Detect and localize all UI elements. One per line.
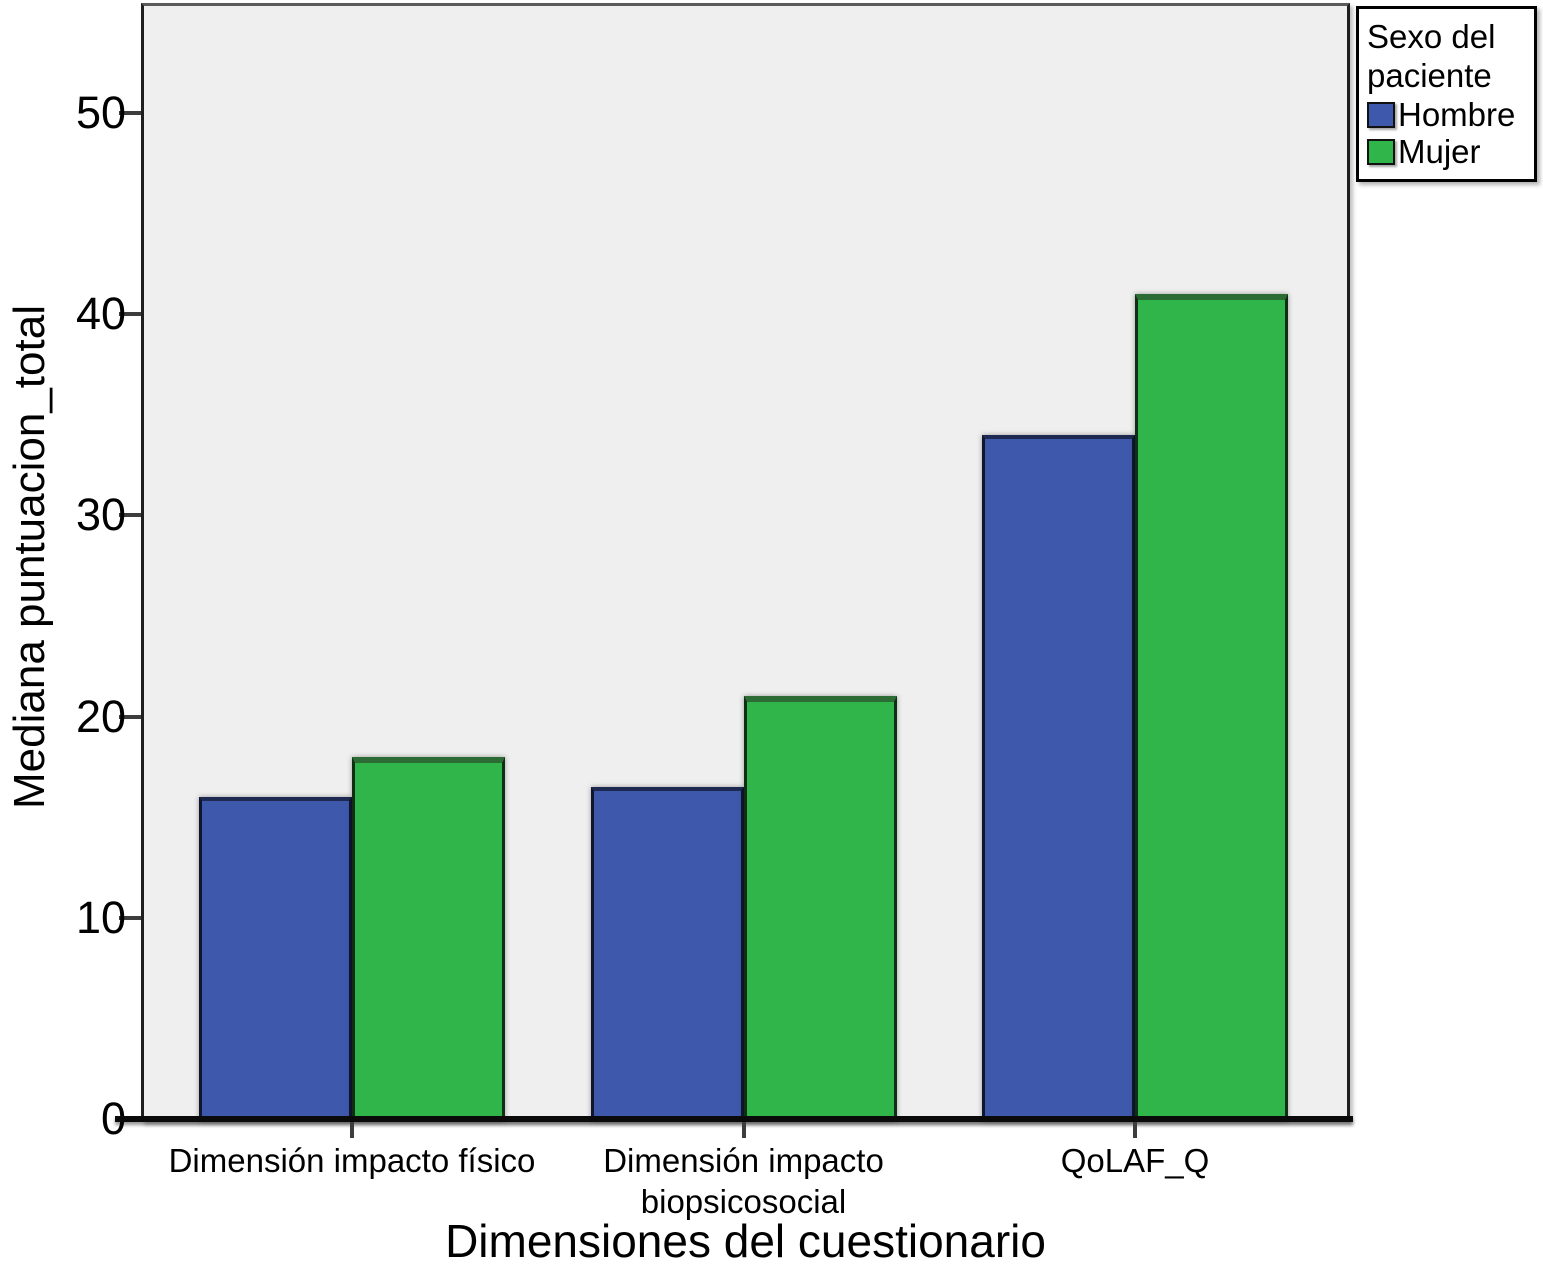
legend-label-mujer: Mujer [1398, 133, 1481, 170]
bar-hombre-qolaf-q [982, 434, 1135, 1121]
y-tick-label-0: 0 [100, 1093, 126, 1144]
x-axis-title: Dimensiones del cuestionario [445, 1215, 1046, 1267]
y-tick-mark-40 [119, 312, 141, 317]
legend-title: Sexo del paciente [1367, 18, 1496, 94]
bar-hombre-dimension-impacto-biopsicosocial [590, 787, 744, 1121]
legend-item-hombre: Hombre [1367, 98, 1530, 132]
x-tick-mark-qolaf-q [1133, 1122, 1137, 1138]
bar-hombre-dimension-impacto-fisico [199, 797, 352, 1121]
legend: Sexo del paciente Hombre Mujer [1356, 6, 1537, 182]
legend-item-mujer: Mujer [1367, 135, 1530, 169]
x-tick-mark-dimension-impacto-fisico [350, 1122, 354, 1138]
y-tick-mark-50 [119, 111, 141, 115]
legend-swatch-mujer [1367, 139, 1395, 165]
legend-label-hombre: Hombre [1398, 96, 1516, 133]
x-axis-line [115, 1116, 1353, 1122]
y-tick-mark-30 [119, 513, 141, 518]
y-tick-label-20: 20 [75, 690, 126, 742]
bar-mujer-qolaf-q [1135, 294, 1288, 1121]
category-label-dimension-impacto-fisico: Dimensión impacto físico [168, 1142, 536, 1179]
category-label-dimension-impacto-biopsicosocial: Dimensión impacto biopsicosocial [603, 1142, 884, 1220]
y-tick-label-10: 10 [75, 891, 126, 943]
legend-items: Hombre Mujer [1367, 98, 1530, 169]
x-tick-mark-dimension-impacto-biopsicosocial [741, 1122, 746, 1138]
y-tick-label-50: 50 [75, 87, 126, 138]
legend-swatch-hombre [1367, 102, 1395, 128]
y-tick-mark-10 [119, 915, 141, 920]
y-tick-label-30: 30 [75, 489, 126, 541]
bar-mujer-dimension-impacto-fisico [352, 756, 505, 1121]
category-label-qolaf-q: QoLAF_Q [1060, 1142, 1210, 1179]
y-tick-label-40: 40 [75, 288, 126, 340]
bar-mujer-dimension-impacto-biopsicosocial [743, 696, 897, 1121]
y-tick-mark-20 [119, 714, 141, 719]
